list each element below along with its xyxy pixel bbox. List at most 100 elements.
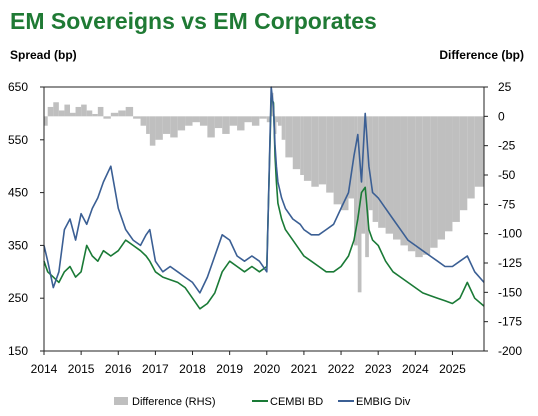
difference-bar	[259, 116, 267, 119]
difference-bar	[222, 116, 230, 134]
y-right-tick-label: -100	[498, 227, 522, 241]
difference-bar	[58, 110, 65, 117]
y-right-tick-label: -75	[498, 197, 516, 211]
x-tick-label: 2017	[142, 362, 169, 376]
difference-bar	[400, 116, 408, 246]
difference-bar	[237, 116, 245, 131]
difference-bar	[393, 116, 401, 240]
y-left-tick-label: 650	[8, 80, 28, 94]
x-tick-label: 2014	[31, 362, 58, 376]
y-right-tick-label: -25	[498, 139, 516, 153]
y-left-tick-label: 550	[8, 133, 28, 147]
difference-bar	[214, 116, 223, 129]
y-right-tick-label: 25	[498, 80, 512, 94]
difference-bar	[199, 116, 208, 126]
difference-bar	[44, 116, 48, 126]
x-tick-label: 2023	[365, 362, 392, 376]
difference-bar	[333, 116, 342, 205]
difference-bar	[361, 116, 366, 234]
difference-bar	[368, 116, 373, 211]
difference-bar	[378, 116, 386, 228]
difference-bar	[97, 106, 104, 117]
difference-bar	[162, 116, 171, 134]
chart-title: EM Sovereigns vs EM Corporates	[10, 8, 377, 34]
difference-bar	[437, 116, 446, 240]
y-right-tick-label: -175	[498, 315, 522, 329]
difference-bar	[277, 116, 282, 126]
y-axis-left-label: Spread (bp)	[10, 48, 77, 62]
difference-bar	[75, 106, 82, 117]
difference-bar	[86, 110, 93, 117]
difference-bar	[300, 116, 304, 175]
difference-bar	[266, 116, 272, 123]
difference-bar	[110, 112, 119, 117]
difference-bar	[140, 116, 147, 126]
difference-bar	[118, 110, 126, 117]
difference-bar	[276, 116, 278, 123]
difference-bar	[422, 116, 431, 255]
x-tick-label: 2019	[216, 362, 243, 376]
difference-bar	[354, 116, 358, 246]
x-tick-label: 2021	[291, 362, 318, 376]
plot-frame	[43, 86, 485, 352]
difference-bar	[311, 116, 319, 187]
y-axis-right-label: Difference (bp)	[439, 48, 524, 62]
difference-bar	[185, 116, 193, 126]
y-left-tick-label: 150	[8, 344, 28, 358]
difference-bar	[47, 106, 54, 117]
x-axis-ticks: 2014 2015 2016 2017 2018 2019 2020 2021 2022 2023…	[31, 351, 466, 376]
difference-bar	[207, 116, 215, 138]
y-left-tick-label: 250	[8, 291, 28, 305]
x-tick-label: 2025	[439, 362, 466, 376]
difference-bar	[445, 116, 453, 232]
difference-bar	[244, 116, 252, 123]
difference-bar	[365, 116, 369, 258]
legend-label: CEMBI BD	[270, 396, 323, 408]
difference-bar	[467, 116, 475, 199]
difference-bar	[341, 116, 349, 211]
x-tick-label: 2024	[402, 362, 429, 376]
legend-label: EMBIG Div	[356, 396, 411, 408]
difference-bar	[170, 116, 178, 138]
difference-bar	[64, 104, 70, 117]
difference-bar	[430, 116, 438, 248]
difference-bar	[385, 116, 394, 234]
difference-bar	[146, 116, 150, 134]
difference-bar	[155, 116, 163, 140]
difference-bar	[452, 116, 460, 222]
legend: Difference (RHS) CEMBI BD EMBIG Div	[114, 396, 411, 408]
legend-swatch-difference	[114, 397, 128, 405]
difference-bar	[125, 106, 134, 117]
difference-bar	[415, 116, 423, 258]
y-right-tick-label: -150	[498, 285, 522, 299]
y-right-tick-label: -200	[498, 344, 522, 358]
difference-bar	[103, 116, 111, 119]
x-tick-label: 2016	[105, 362, 132, 376]
difference-bar	[326, 116, 334, 193]
difference-bar	[318, 116, 327, 185]
difference-bar	[348, 116, 355, 199]
x-tick-label: 2018	[179, 362, 206, 376]
difference-bar	[285, 116, 293, 158]
difference-bar	[251, 116, 260, 126]
legend-label: Difference (RHS)	[132, 396, 216, 408]
embig-line	[43, 86, 485, 294]
difference-bar	[149, 116, 156, 146]
plot-area	[43, 86, 485, 352]
y-right-tick-label: -125	[498, 256, 522, 270]
x-tick-label: 2020	[253, 362, 280, 376]
difference-bar	[69, 112, 76, 117]
difference-bar	[303, 116, 312, 181]
y-right-tick-label: 0	[498, 109, 505, 123]
y-left-tick-label: 350	[8, 238, 28, 252]
difference-bar	[92, 113, 98, 117]
difference-bar	[274, 116, 277, 134]
difference-bar	[192, 116, 200, 123]
y-axis-right-ticks: 25 0 -25 -50 -75 -100 -125 -150 -175 -200	[484, 80, 522, 358]
y-left-tick-label: 450	[8, 186, 28, 200]
difference-bar	[133, 116, 141, 119]
difference-bar	[292, 116, 301, 170]
y-right-tick-label: -50	[498, 168, 516, 182]
difference-area-layer	[44, 92, 485, 293]
